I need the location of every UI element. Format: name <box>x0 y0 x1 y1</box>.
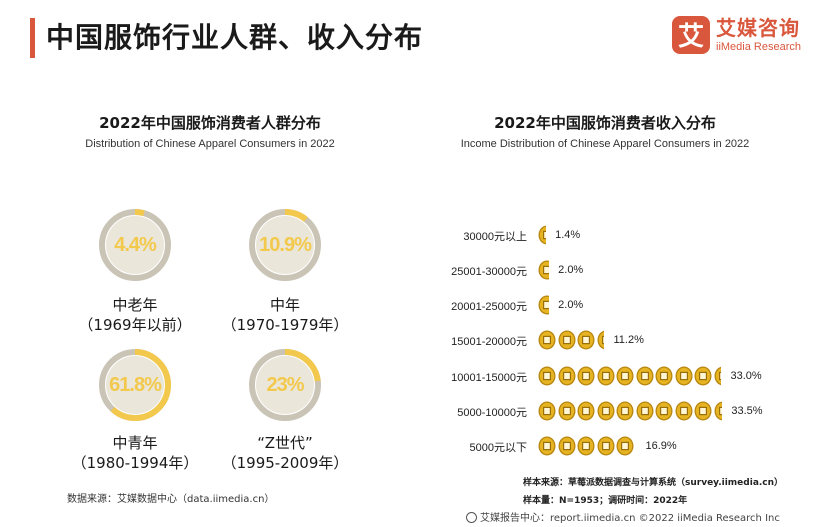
donut-chart-elderly: 4.4% <box>95 205 175 285</box>
coin-icon <box>597 436 615 456</box>
group-range: （1969年以前） <box>78 316 192 334</box>
income-value-label: 33.5% <box>731 405 763 417</box>
income-value-label: 1.4% <box>555 229 581 241</box>
coin-icon <box>597 401 615 421</box>
group-range: （1970-1979年） <box>221 316 349 334</box>
coin-icon <box>636 366 654 386</box>
income-category-label: 15001-20000元 <box>451 336 527 348</box>
income-value-label: 11.2% <box>613 334 644 346</box>
title-accent-bar <box>30 18 35 58</box>
coin-icon <box>675 366 693 386</box>
coin-icon <box>538 295 549 315</box>
income-bar <box>538 401 722 421</box>
footer-text: 艾媒报告中心：report.iimedia.cn ©2022 iiMedia R… <box>480 513 780 524</box>
group-name: “Z世代” <box>257 434 313 452</box>
donut-center <box>256 356 314 414</box>
page-title: 中国服饰行业人群、收入分布 <box>46 21 424 54</box>
coin-icon <box>694 401 712 421</box>
donut-value: 23% <box>266 374 304 396</box>
coin-icon <box>597 330 604 350</box>
income-category-label: 5000元以下 <box>469 442 527 454</box>
coin-icon <box>577 366 595 386</box>
coin-icon <box>616 436 634 456</box>
report-center-icon <box>466 512 477 523</box>
coin-icon <box>577 436 595 456</box>
iimedia-logo-icon: 艾 <box>672 16 710 54</box>
coin-icon <box>538 436 556 456</box>
donut-chart-gen-z: 23% <box>245 345 325 425</box>
income-value-label: 2.0% <box>558 299 584 311</box>
coin-icon <box>655 401 673 421</box>
group-range: （1995-2009年） <box>221 454 349 472</box>
coin-icon <box>538 401 556 421</box>
iimedia-logo: 艾 艾媒咨询 iiMedia Research <box>672 16 806 58</box>
donut-value: 10.9% <box>259 234 312 256</box>
donut-value: 4.4% <box>114 234 157 256</box>
donut-value: 61.8% <box>109 374 162 396</box>
coin-icon <box>538 366 556 386</box>
income-category-label: 10001-15000元 <box>451 372 527 384</box>
donut-slice <box>249 209 321 281</box>
coin-icon <box>558 436 576 456</box>
donut-slice <box>99 349 171 421</box>
group-range: （1980-1994年） <box>71 454 199 472</box>
income-bar <box>538 225 546 245</box>
right-chart-subtitle: Income Distribution of Chinese Apparel C… <box>460 138 750 150</box>
coin-icon <box>714 401 722 421</box>
coin-icon <box>597 366 615 386</box>
left-chart-subtitle: Distribution of Chinese Apparel Consumer… <box>85 138 335 150</box>
sample-size-note: 样本量：N=1953；调研时间：2022年 <box>523 496 688 506</box>
logo-cn-text: 艾媒咨询 <box>716 16 800 40</box>
coin-icon <box>694 366 712 386</box>
logo-en-text: iiMedia Research <box>716 41 801 53</box>
coin-icon <box>558 401 576 421</box>
coin-icon <box>538 330 556 350</box>
income-bar <box>538 295 549 315</box>
donut-slice <box>249 349 321 421</box>
income-category-label: 25001-30000元 <box>451 266 527 278</box>
coin-icon <box>538 260 549 280</box>
footer: 艾媒报告中心：report.iimedia.cn ©2022 iiMedia R… <box>466 509 780 524</box>
income-bar <box>538 260 549 280</box>
coin-icon <box>616 366 634 386</box>
income-bar <box>538 366 721 386</box>
income-value-label: 2.0% <box>558 264 584 276</box>
left-chart-title: 2022年中国服饰消费者人群分布 <box>99 114 321 132</box>
coin-icon <box>714 366 721 386</box>
donut-chart-young-adult: 61.8% <box>95 345 175 425</box>
right-chart-title: 2022年中国服饰消费者收入分布 <box>494 114 716 132</box>
coin-icon <box>558 366 576 386</box>
coin-icon <box>675 401 693 421</box>
coin-icon <box>558 330 576 350</box>
coin-icon <box>636 401 654 421</box>
income-bar <box>538 436 636 456</box>
coin-icon <box>616 401 634 421</box>
income-bar <box>538 330 604 350</box>
donut-center <box>106 216 164 274</box>
svg-text:艾: 艾 <box>678 22 704 52</box>
group-name: 中老年 <box>112 296 158 314</box>
sample-source-note: 样本来源：草莓派数据调查与计算系统（survey.iimedia.cn） <box>523 478 784 488</box>
income-category-label: 30000元以上 <box>463 231 527 243</box>
donut-center <box>106 356 164 414</box>
data-source: 数据来源：艾媒数据中心（data.iimedia.cn） <box>67 494 275 505</box>
income-category-label: 20001-25000元 <box>451 301 527 313</box>
income-category-label: 5000-10000元 <box>457 407 527 419</box>
income-value-label: 16.9% <box>645 440 677 452</box>
coin-icon <box>655 366 673 386</box>
group-name: 中青年 <box>112 434 158 452</box>
coin-icon <box>538 225 546 245</box>
income-value-label: 33.0% <box>730 370 762 382</box>
donut-slice <box>99 209 171 281</box>
donut-chart-middle-aged: 10.9% <box>245 205 325 285</box>
coin-icon <box>577 401 595 421</box>
donut-center <box>256 216 314 274</box>
group-name: 中年 <box>269 296 300 314</box>
coin-icon <box>577 330 595 350</box>
